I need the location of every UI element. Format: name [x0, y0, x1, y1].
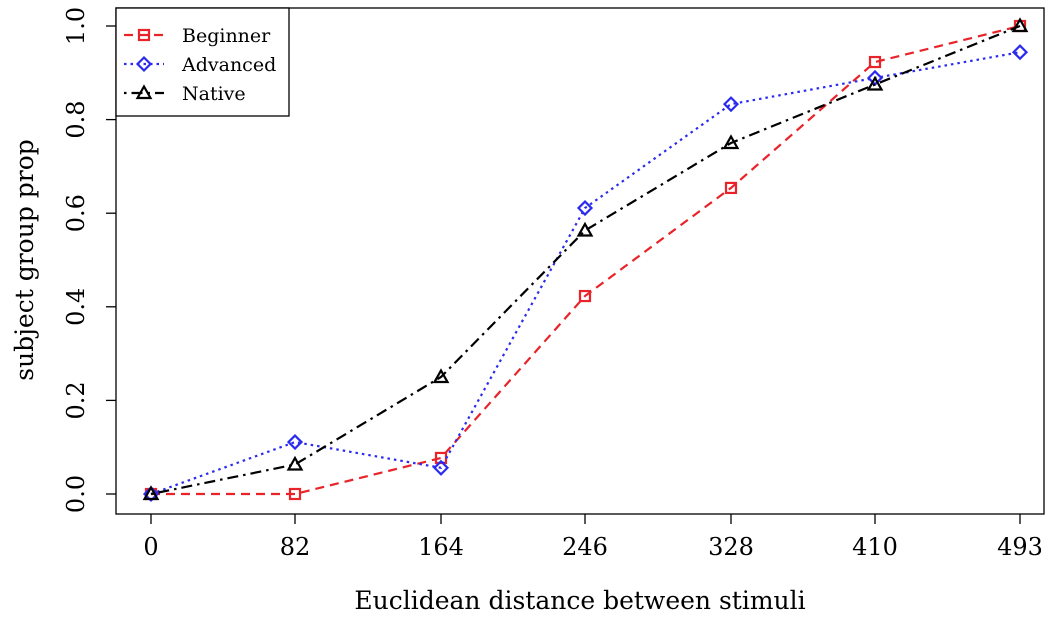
y-tick-label: 0.4 [62, 288, 90, 326]
data-point-advanced [722, 96, 740, 113]
data-point-beginner [578, 289, 592, 303]
data-point-native [866, 75, 884, 91]
series-line-advanced [150, 51, 1021, 496]
data-point-native [432, 368, 450, 384]
series-line-native [150, 24, 1021, 496]
x-tick-label: 246 [562, 533, 608, 561]
legend-label: Native [182, 83, 246, 105]
data-point-beginner [724, 181, 738, 195]
y-axis-title: subject group prop [10, 139, 39, 381]
legend-label: Advanced [181, 54, 276, 76]
y-tick-label: 1.0 [62, 7, 90, 45]
legend-item-beginner: Beginner [124, 25, 271, 47]
plot-frame [115, 7, 1045, 515]
x-tick-label: 328 [708, 533, 754, 561]
x-tick-label: 164 [418, 533, 464, 561]
series-line-beginner [151, 24, 1021, 496]
x-tick-label: 82 [280, 533, 311, 561]
data-point-beginner [288, 487, 302, 501]
plot-border [115, 7, 1045, 515]
y-tick-label: 0.6 [62, 194, 90, 232]
legend-item-native: Native [124, 83, 246, 105]
data-point-advanced [576, 199, 594, 217]
x-axis-title: Euclidean distance between stimuli [354, 586, 805, 615]
y-axis: 0.0 0.2 0.4 0.6 0.8 1.0 [62, 7, 116, 513]
y-tick-label: 0.8 [62, 101, 90, 139]
x-tick-label: 493 [997, 533, 1043, 561]
y-tick-label: 0.2 [62, 381, 90, 419]
legend-marker [135, 84, 153, 100]
data-point-advanced [1011, 44, 1029, 61]
x-axis: 0 82 164 246 328 410 493 [143, 514, 1043, 561]
data-point-beginner [868, 55, 882, 69]
data-point-native [1011, 17, 1029, 33]
y-tick-label: 0.0 [62, 475, 90, 513]
legend-label: Beginner [182, 25, 271, 47]
legend-marker [135, 55, 153, 73]
legend: Beginner Advanced Native [115, 7, 290, 117]
data-point-advanced [286, 433, 304, 451]
x-tick-label: 0 [143, 533, 158, 561]
data-point-native [576, 221, 594, 237]
series-layer [142, 17, 1029, 503]
legend-item-advanced: Advanced [124, 54, 276, 76]
data-point-native [722, 134, 740, 150]
series-native [142, 17, 1029, 501]
legend-marker [137, 28, 151, 42]
data-point-advanced [432, 459, 450, 476]
data-point-advanced [142, 485, 160, 503]
data-point-native [142, 485, 160, 501]
data-point-native [286, 455, 304, 471]
x-tick-label: 410 [852, 533, 898, 561]
